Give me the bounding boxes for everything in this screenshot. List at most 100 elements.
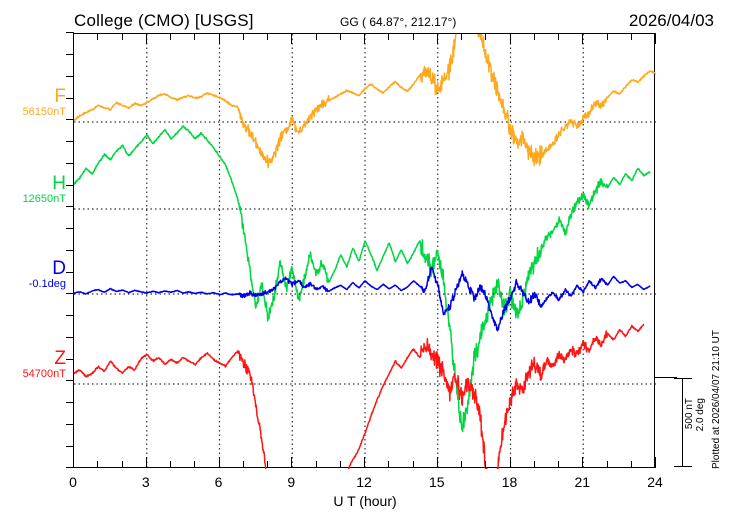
y-axis-tick: [66, 141, 74, 143]
y-axis-tick: [66, 271, 74, 273]
x-axis-tick: [121, 461, 123, 468]
geographic-coordinates-label: GG ( 64.87°, 212.17°): [340, 15, 457, 29]
y-axis-tick: [66, 380, 74, 382]
scalebar-line: [682, 378, 683, 466]
y-axis-tick: [66, 467, 74, 469]
trace-Z: [74, 323, 645, 469]
channel-value-d: -0.1deg: [28, 278, 66, 290]
y-axis-tick: [66, 358, 74, 360]
scalebar-connector: [655, 377, 677, 378]
x-axis-tick-top: [291, 33, 293, 44]
x-axis-tick-top: [461, 33, 462, 40]
x-axis-tick: [339, 461, 341, 468]
x-axis-tick-top: [242, 33, 244, 40]
x-tick-label: 3: [141, 474, 150, 490]
channel-name-f: F: [54, 86, 66, 107]
page-title: College (CMO) [USGS]: [74, 11, 254, 30]
magnetogram-traces: [74, 34, 656, 469]
x-axis-title: U T (hour): [333, 493, 397, 509]
scalebar-nt-label: 500 nT: [684, 398, 695, 430]
x-axis-tick: [461, 461, 462, 468]
observation-date: 2026/04/03: [628, 11, 714, 30]
x-axis-tick: [558, 461, 559, 468]
x-axis-tick-top: [267, 33, 268, 40]
x-axis-tick: [145, 457, 147, 468]
x-axis-tick: [218, 457, 220, 468]
x-axis-tick-top: [97, 33, 99, 40]
x-axis-tick: [582, 457, 584, 468]
channel-value-f: 56150nT: [22, 106, 66, 118]
y-axis-tick: [66, 119, 74, 121]
x-axis-tick-top: [194, 33, 196, 40]
x-axis-tick-top: [170, 33, 171, 40]
x-tick-label: 18: [501, 474, 518, 490]
x-axis-tick: [388, 461, 390, 468]
channel-name-h: H: [52, 173, 66, 194]
y-axis-tick: [66, 162, 74, 164]
x-axis-tick-top: [533, 33, 535, 40]
scalebar-deg-label: 2.0 deg: [695, 398, 706, 432]
x-axis-tick-top: [145, 33, 147, 44]
x-axis-tick: [630, 461, 632, 468]
x-axis-tick-top: [436, 33, 438, 44]
x-axis-tick-top: [315, 33, 317, 40]
channel-name-d: D: [52, 258, 66, 279]
x-axis-tick-top: [388, 33, 390, 40]
channel-label-h: H 12650nT: [6, 174, 66, 206]
x-axis-tick: [73, 457, 74, 468]
x-axis-tick: [485, 461, 487, 468]
scalebar-top-cap: [674, 378, 692, 379]
x-axis-tick: [655, 457, 656, 468]
x-axis-tick: [606, 461, 608, 468]
scalebar-bottom-cap: [674, 466, 692, 467]
channel-name-z: Z: [54, 348, 66, 369]
x-axis-tick-top: [606, 33, 608, 40]
channel-value-z: 54700nT: [22, 368, 66, 380]
plot-frame: [73, 33, 656, 469]
y-axis-tick: [66, 32, 74, 34]
x-tick-label: 0: [69, 474, 77, 490]
x-axis-tick-top: [655, 33, 656, 44]
plotted-timestamp: Plotted at 2026/04/07 21:10 UT: [711, 330, 722, 469]
x-axis-tick-top: [121, 33, 123, 40]
x-axis-tick-top: [582, 33, 584, 44]
y-axis-tick: [66, 184, 74, 186]
x-axis-tick-top: [485, 33, 487, 40]
channel-value-h: 12650nT: [22, 193, 66, 205]
x-tick-label: 24: [647, 474, 663, 490]
x-axis-tick-top: [630, 33, 632, 40]
x-axis-tick-top: [339, 33, 341, 40]
x-axis-tick: [194, 461, 196, 468]
x-axis-tick-top: [509, 33, 511, 44]
x-axis-tick: [436, 457, 438, 468]
x-axis-tick: [170, 461, 171, 468]
x-axis-tick-top: [412, 33, 414, 40]
channel-label-d: D -0.1deg: [6, 259, 66, 291]
y-axis-tick: [66, 228, 74, 230]
y-axis-tick: [66, 97, 74, 99]
x-tick-label: 15: [428, 474, 445, 490]
x-axis-tick: [315, 461, 317, 468]
y-axis-tick: [66, 54, 74, 56]
x-axis-tick: [533, 461, 535, 468]
x-axis-tick-top: [364, 33, 365, 44]
y-axis-tick: [66, 402, 74, 404]
x-tick-label: 12: [356, 474, 372, 490]
y-axis-tick: [66, 315, 74, 317]
x-axis-tick-top: [218, 33, 220, 44]
trace-F: [74, 34, 656, 169]
y-axis-tick: [66, 206, 74, 208]
x-axis-tick: [291, 457, 293, 468]
x-axis-tick: [364, 457, 365, 468]
y-axis-tick: [66, 293, 74, 295]
channel-label-f: F 56150nT: [6, 87, 66, 119]
x-axis-tick: [509, 457, 511, 468]
y-axis-tick: [66, 445, 74, 447]
trace-H: [74, 125, 651, 433]
x-axis-tick: [267, 461, 268, 468]
y-axis-tick: [66, 249, 74, 251]
y-axis-tick: [66, 423, 74, 425]
x-axis-tick: [242, 461, 244, 468]
channel-label-z: Z 54700nT: [6, 349, 66, 381]
